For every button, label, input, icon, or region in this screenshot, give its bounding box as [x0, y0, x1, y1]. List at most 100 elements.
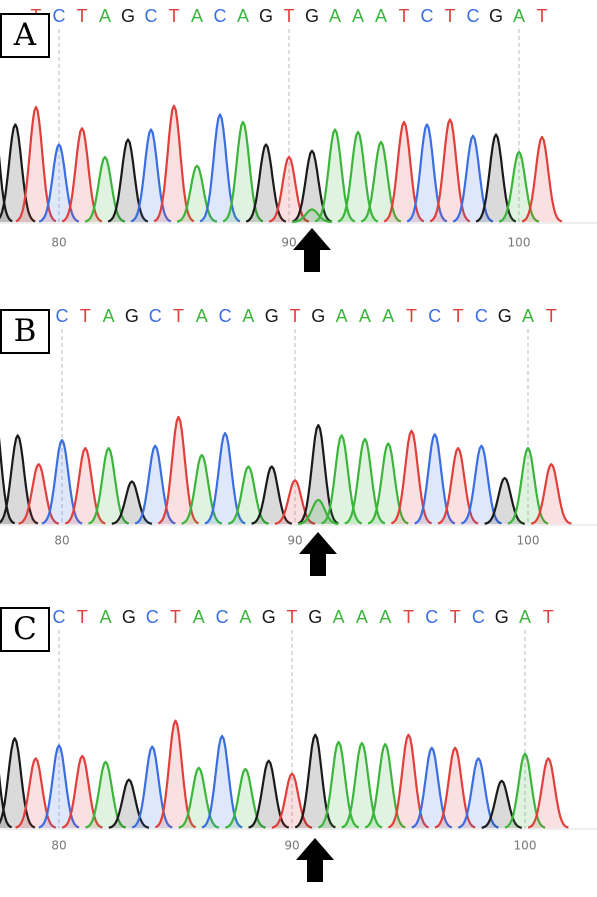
base-call-16: T: [403, 607, 414, 627]
chromatogram-panel-b: TCTAGCTACAGTGAAATCTCGAT8090100B: [0, 300, 597, 600]
peak-trace-T-18: [387, 733, 430, 829]
base-call-14: A: [359, 306, 371, 326]
axis-tick-label-100: 100: [517, 534, 540, 548]
peak-trace-G-22: [475, 133, 517, 223]
peak-trace-A-17: [364, 743, 406, 829]
base-call-11: T: [290, 306, 301, 326]
peak-fill-G-1: [0, 738, 35, 828]
base-call-3: A: [100, 607, 112, 627]
base-call-1: C: [53, 6, 66, 26]
base-call-5: C: [145, 6, 158, 26]
base-call-18: T: [445, 6, 456, 26]
base-call-10: G: [262, 607, 276, 627]
base-call-9: A: [237, 6, 249, 26]
peak-trace-T-24: [521, 135, 563, 223]
axis-tick-label-100: 100: [514, 839, 537, 853]
peak-trace-T-4: [61, 127, 103, 223]
base-call-20: G: [489, 6, 503, 26]
peak-trace-C-7: [134, 444, 176, 525]
base-call-15: A: [379, 607, 391, 627]
peak-trace-T-2: [15, 105, 57, 223]
peak-trace-C-10: [201, 734, 243, 829]
peak-fill-G-1: [0, 124, 36, 222]
peak-trace-A-25: [298, 498, 339, 525]
base-call-19: C: [467, 6, 480, 26]
peak-trace-T-8: [154, 719, 197, 829]
peak-fill-G-1: [0, 435, 38, 524]
axis-tick-label-80: 80: [51, 236, 66, 250]
chromatogram-panel-c: TCTAGCTACAGTGAAATCTCGAT8090100C: [0, 600, 597, 897]
base-call-6: T: [169, 6, 180, 26]
chromatogram-svg: TCTAGCTACAGTGAAATCTCGAT8090100: [0, 6, 597, 250]
peak-trace-C-7: [131, 745, 173, 829]
peak-trace-C-19: [406, 123, 448, 223]
peak-trace-A-9: [181, 453, 223, 525]
base-call-2: T: [77, 6, 88, 26]
peak-trace-T-20: [434, 746, 476, 829]
base-call-21: A: [522, 306, 534, 326]
peak-trace-C-10: [199, 113, 241, 223]
peak-trace-G-22: [481, 779, 523, 829]
peak-trace-A-9: [178, 766, 220, 829]
panel-label: B: [0, 309, 50, 354]
peak-trace-G-14: [291, 149, 333, 223]
peak-trace-A-15: [318, 740, 360, 829]
peak-trace-T-18: [390, 429, 433, 525]
base-call-7: A: [193, 607, 205, 627]
base-call-14: A: [352, 6, 364, 26]
base-call-13: A: [329, 6, 341, 26]
peak-trace-A-16: [344, 437, 386, 525]
peak-trace-C-19: [411, 746, 453, 829]
peak-trace-G-12: [248, 759, 290, 829]
base-call-14: A: [356, 607, 368, 627]
peak-trace-G-6: [108, 778, 150, 829]
peak-trace-G-14: [294, 733, 336, 829]
base-call-16: T: [406, 306, 417, 326]
base-call-1: C: [53, 607, 66, 627]
axis-tick-label-80: 80: [54, 534, 69, 548]
base-call-8: C: [219, 306, 232, 326]
peak-trace-G-1: [0, 737, 36, 829]
base-call-11: T: [284, 6, 295, 26]
peak-trace-G-0: [0, 437, 16, 525]
peak-trace-G-0: [0, 773, 13, 829]
axis-tick-label-90: 90: [281, 236, 296, 250]
chromatogram-panel-a: TCTAGCTACAGTGAAATCTCGAT8090100A: [0, 0, 597, 300]
panel-label: C: [0, 607, 50, 652]
base-call-13: A: [336, 306, 348, 326]
base-call-8: C: [214, 6, 227, 26]
base-call-4: G: [125, 306, 139, 326]
peak-trace-C-21: [460, 444, 502, 525]
peak-trace-A-23: [507, 447, 549, 525]
base-call-21: A: [513, 6, 525, 26]
base-call-6: T: [170, 607, 181, 627]
peak-trace-T-4: [64, 447, 106, 525]
base-call-18: T: [450, 607, 461, 627]
base-call-18: T: [453, 306, 464, 326]
peak-trace-C-3: [38, 744, 80, 829]
panel-label: A: [0, 13, 50, 58]
base-call-17: C: [428, 306, 441, 326]
peak-trace-A-15: [314, 128, 356, 223]
axis-tick-label-80: 80: [51, 839, 66, 853]
base-call-17: C: [425, 607, 438, 627]
peak-trace-C-3: [41, 439, 83, 525]
peak-trace-G-6: [107, 138, 149, 223]
chromatogram-svg: TCTAGCTACAGTGAAATCTCGAT8090100: [0, 607, 597, 853]
peak-trace-C-10: [204, 432, 246, 525]
axis-tick-label-100: 100: [508, 236, 531, 250]
base-call-4: G: [121, 6, 135, 26]
peak-trace-T-24: [527, 757, 569, 829]
base-call-10: G: [259, 6, 273, 26]
axis-tick-label-90: 90: [287, 534, 302, 548]
peak-trace-T-13: [274, 479, 316, 525]
peak-trace-T-13: [271, 772, 313, 829]
peak-trace-C-7: [130, 128, 172, 223]
peak-trace-A-16: [341, 741, 383, 829]
base-call-15: A: [375, 6, 387, 26]
peak-trace-A-23: [498, 150, 540, 223]
peak-trace-A-23: [504, 752, 546, 829]
base-call-19: C: [472, 607, 485, 627]
arrow-up-icon: [293, 228, 331, 272]
base-call-6: T: [173, 306, 184, 326]
